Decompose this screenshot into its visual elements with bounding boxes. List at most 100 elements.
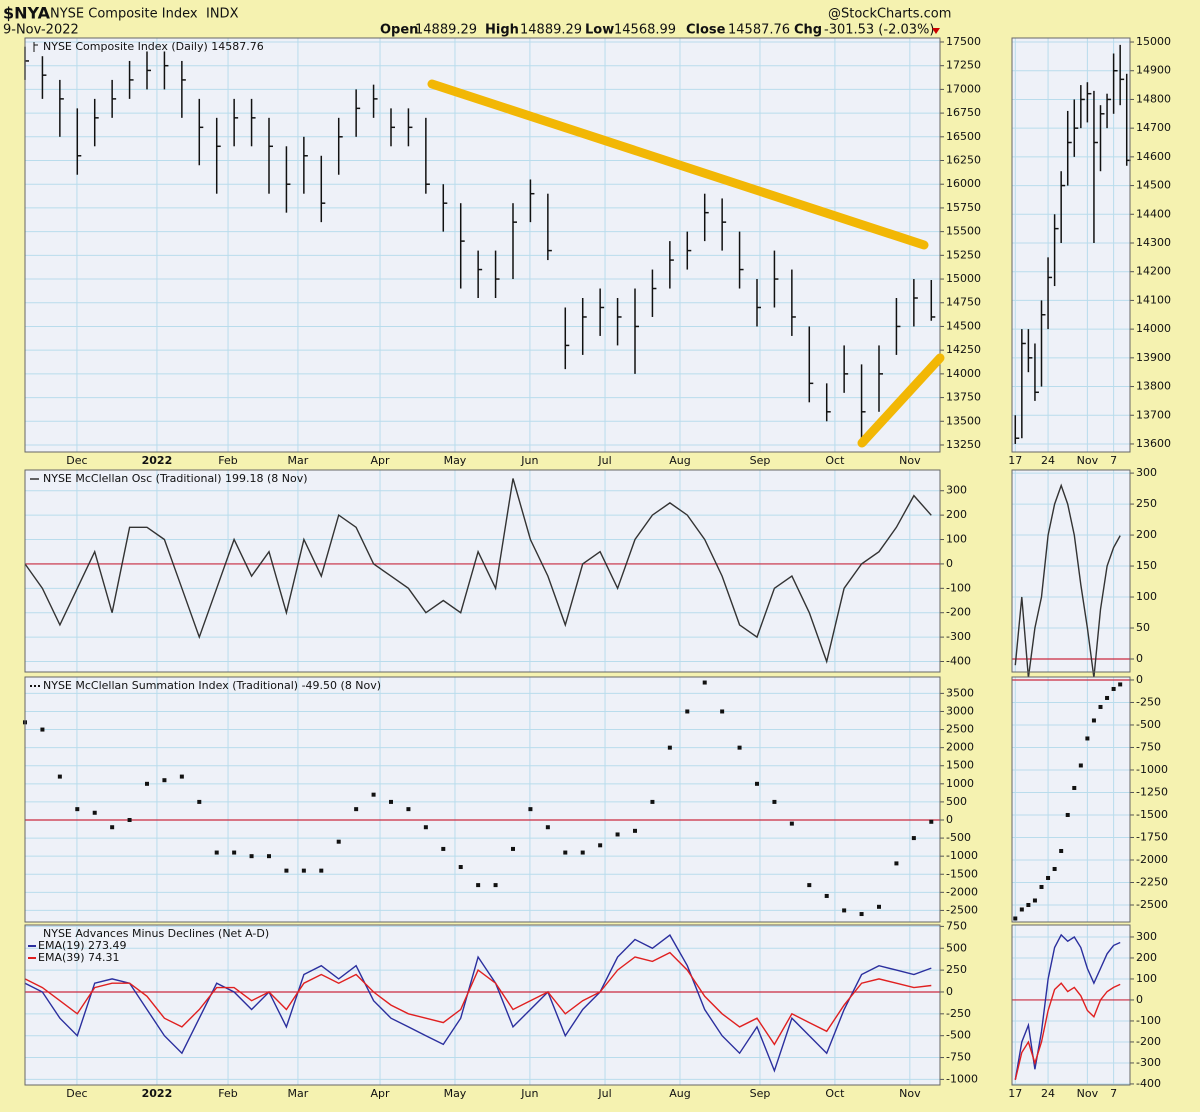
legend-swatch [34, 685, 36, 687]
panel-title: NYSE McClellan Osc (Traditional) 199.18 … [43, 472, 308, 485]
series-line [24, 951, 932, 1046]
date: 9-Nov-2022 [3, 23, 79, 38]
panel-title: NYSE McClellan Summation Index (Traditio… [43, 679, 381, 692]
dot [1019, 907, 1024, 912]
source: @StockCharts.com [828, 7, 951, 22]
y-tick-label: -200 [946, 606, 971, 619]
y-tick-label: 100 [1136, 590, 1157, 603]
dot [301, 868, 306, 873]
dot [1105, 695, 1110, 700]
dot [755, 781, 759, 786]
y-tick-label: 16250 [946, 154, 981, 167]
y-tick-label: 0 [946, 557, 953, 570]
y-tick-label: 13800 [1136, 380, 1171, 393]
legend-swatch [33, 42, 38, 52]
y-tick-label: -100 [946, 581, 971, 594]
y-tick-label: 0 [1136, 673, 1143, 686]
exchange: INDX [206, 7, 239, 22]
dot [580, 850, 585, 855]
dot [1078, 763, 1083, 768]
y-tick-label: 3000 [946, 704, 974, 717]
dot [511, 846, 515, 851]
y-tick-label: -2000 [1136, 853, 1168, 866]
y-tick-label: 16500 [946, 130, 981, 143]
plot-border [24, 37, 941, 453]
plot-border [1011, 469, 1131, 673]
y-tick-label: -2500 [946, 903, 978, 916]
y-tick-label: 1500 [946, 759, 974, 772]
plot-area [25, 677, 940, 922]
dot [789, 821, 794, 826]
plot-area [25, 925, 940, 1085]
panel-title: NYSE Composite Index (Daily) 14587.76 [43, 40, 264, 53]
dot [284, 868, 289, 873]
dot [267, 854, 271, 859]
y-tick-label: 150 [1136, 559, 1157, 572]
x-tick-label: 2022 [142, 454, 173, 467]
dot [179, 774, 184, 779]
dot [406, 807, 411, 812]
x-tick-label: 7 [1110, 1087, 1117, 1100]
dot [1052, 866, 1057, 871]
y-tick-label: 200 [946, 508, 967, 521]
x-tick-label: Jul [597, 454, 611, 467]
panel: Dec 2022 Feb Mar Apr May Jun Jul Aug Sep Oct Nov 132… [24, 35, 981, 467]
y-tick-label: 0 [946, 985, 953, 998]
y-tick-label: 13900 [1136, 351, 1171, 364]
x-tick-label: Dec [66, 1087, 87, 1100]
dot [232, 850, 237, 855]
y-tick-label: -2500 [1136, 898, 1168, 911]
x-tick-label: Aug [669, 454, 690, 467]
trendline [857, 353, 945, 448]
dot [1098, 704, 1103, 709]
dot [249, 854, 254, 859]
dot [371, 792, 376, 797]
y-tick-label: 3500 [946, 686, 974, 699]
plot-border [1011, 924, 1131, 1086]
plot-border [24, 469, 941, 673]
panel: Dec 2022 Feb Mar Apr May Jun Jul Aug Sep Oct Nov 750… [24, 919, 978, 1100]
series-line [1014, 483, 1121, 678]
y-tick-label: 14300 [1136, 236, 1171, 249]
x-tick-label: Jun [520, 1087, 538, 1100]
y-tick-label: -400 [946, 655, 971, 668]
x-tick-label: Apr [371, 454, 391, 467]
dot [720, 709, 725, 714]
stat-value: 14889.29 [415, 23, 477, 38]
y-tick-label: 14700 [1136, 121, 1171, 134]
y-tick-label: -500 [1136, 718, 1161, 731]
stat-label: Open [380, 23, 418, 38]
x-tick-label: Nov [899, 1087, 921, 1100]
dot [650, 799, 655, 804]
dot [441, 846, 446, 851]
y-tick-label: 200 [1136, 528, 1157, 541]
x-tick-label: Jun [520, 454, 538, 467]
dot [110, 825, 115, 830]
dot [598, 843, 603, 848]
symbol: $NYA [3, 4, 51, 23]
y-tick-label: -1500 [1136, 808, 1168, 821]
dot [1059, 848, 1064, 853]
dot [214, 850, 219, 855]
dot [842, 908, 847, 913]
y-tick-label: 1000 [946, 777, 974, 790]
y-tick-label: -1000 [946, 849, 978, 862]
dot [1039, 884, 1044, 889]
dot [1026, 902, 1031, 907]
dot [197, 799, 202, 804]
y-tick-label: 14400 [1136, 207, 1171, 220]
dot [824, 893, 829, 898]
y-tick-label: 14800 [1136, 92, 1171, 105]
dot [1046, 875, 1051, 880]
y-tick-label: 13250 [946, 438, 981, 451]
y-tick-label: 14750 [946, 296, 981, 309]
x-tick-label: Nov [1077, 1087, 1099, 1100]
dot [476, 883, 481, 888]
dot [1013, 916, 1018, 921]
dot [772, 799, 777, 804]
plot-area [1012, 677, 1130, 922]
y-tick-label: -1750 [1136, 830, 1168, 843]
dot [859, 912, 864, 917]
trendline [427, 79, 929, 250]
